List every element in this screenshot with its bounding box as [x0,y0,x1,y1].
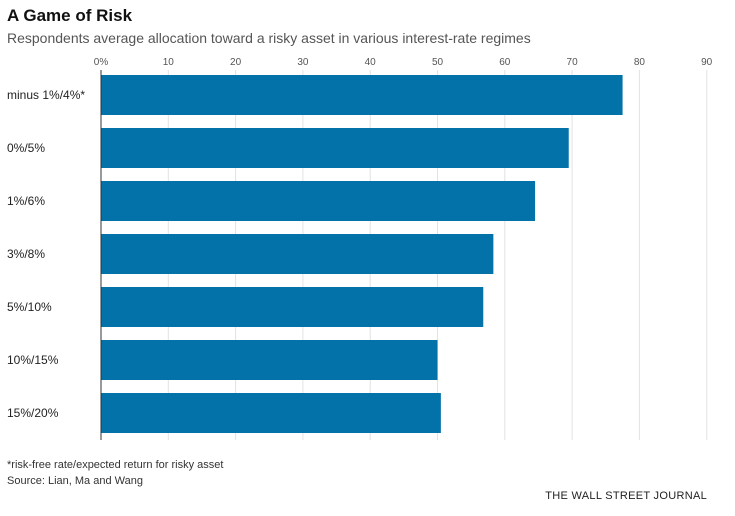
category-label: 5%/10% [7,300,52,314]
chart-subtitle: Respondents average allocation toward a … [7,30,531,46]
category-label: 15%/20% [7,406,59,420]
x-tick-label: 30 [297,57,309,68]
x-tick-label: 60 [499,57,511,68]
x-tick-label: 50 [432,57,444,68]
publisher-logo: THE WALL STREET JOURNAL [545,490,707,502]
bar [101,234,494,274]
bar [101,340,438,380]
x-tick-label: 40 [365,57,377,68]
x-tick-label: 10 [163,57,175,68]
x-tick-label: 20 [230,57,242,68]
bars [101,75,623,433]
bar [101,393,441,433]
bar [101,181,536,221]
x-tick-label: 0% [94,57,109,68]
source-note: Source: Lian, Ma and Wang [7,475,143,487]
bar [101,75,623,115]
x-tick-label: 90 [701,57,713,68]
category-label: 10%/15% [7,353,59,367]
bar [101,128,569,168]
category-label: minus 1%/4%* [7,88,85,102]
category-label: 1%/6% [7,194,45,208]
category-label: 3%/8% [7,247,45,261]
x-axis-ticks: 0% 10 20 30 40 50 60 70 80 90 [94,57,713,68]
bar [101,287,484,327]
category-label: 0%/5% [7,141,45,155]
category-labels: minus 1%/4%* 0%/5% 1%/6% 3%/8% 5%/10% 10%/15%… [7,88,85,420]
footnote: *risk-free rate/expected return for risk… [7,459,224,471]
chart-title: A Game of Risk [7,6,133,25]
x-tick-label: 70 [567,57,579,68]
x-tick-label: 80 [634,57,646,68]
